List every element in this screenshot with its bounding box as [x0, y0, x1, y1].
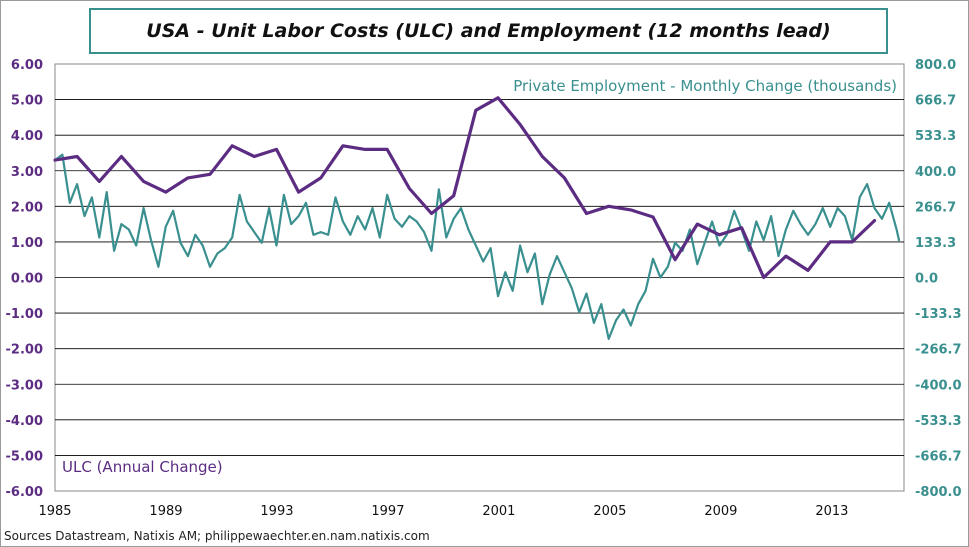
left-tick-label: 6.00: [11, 58, 43, 73]
right-tick-label: 133.3: [915, 236, 956, 251]
x-tick-label: 1989: [149, 504, 182, 519]
left-tick-label: -6.00: [6, 485, 43, 500]
gridlines: [55, 99, 904, 456]
left-tick-label: 0.00: [11, 272, 43, 287]
series-line-ulc: [53, 96, 877, 280]
left-tick-label: 1.00: [11, 236, 43, 251]
x-tick-label: 1993: [260, 504, 293, 519]
right-tick-label: -666.7: [915, 449, 962, 464]
right-tick-label: 800.0: [915, 58, 956, 73]
source-note: Sources Datastream, Natixis AM; philippe…: [4, 529, 430, 543]
legend-employment: Private Employment - Monthly Change (tho…: [513, 77, 897, 95]
chart-title: USA - Unit Labor Costs (ULC) and Employm…: [89, 8, 888, 54]
left-tick-label: -1.00: [6, 307, 43, 322]
right-tick-label: -266.7: [915, 343, 962, 358]
x-tick-label: 2009: [704, 504, 737, 519]
series-group: [53, 96, 901, 340]
left-tick-label: 5.00: [11, 94, 43, 109]
x-tick-label: 2001: [482, 504, 515, 519]
right-tick-label: -800.0: [915, 485, 962, 500]
left-tick-label: -5.00: [6, 449, 43, 464]
right-tick-label: -533.3: [915, 414, 962, 429]
x-tick-label: 1997: [371, 504, 404, 519]
left-tick-label: -3.00: [6, 378, 43, 393]
left-axis: 6.00 5.00 4.00 3.00 2.00 1.00 0.00 -1.00 -2.00 -3…: [6, 58, 43, 500]
series-line-employment: [53, 153, 901, 340]
right-axis: 800.0 666.7 533.3 400.0 266.7 133.3 0.0 -133.3 -…: [915, 58, 962, 500]
x-axis: 1985 1989 1993 1997 2001 2005 2009 2013: [38, 504, 848, 519]
legend-ulc: ULC (Annual Change): [62, 458, 223, 476]
right-tick-label: 533.3: [915, 129, 956, 144]
right-tick-label: -133.3: [915, 307, 962, 322]
right-tick-label: 266.7: [915, 200, 956, 215]
left-tick-label: -4.00: [6, 414, 43, 429]
right-tick-label: 0.0: [915, 272, 938, 287]
right-tick-label: -400.0: [915, 378, 962, 393]
x-tick-label: 1985: [38, 504, 71, 519]
right-tick-label: 666.7: [915, 94, 956, 109]
right-tick-label: 400.0: [915, 165, 956, 180]
x-tick-label: 2013: [815, 504, 848, 519]
x-tick-label: 2005: [593, 504, 626, 519]
left-tick-label: 2.00: [11, 200, 43, 215]
left-tick-label: 3.00: [11, 165, 43, 180]
left-tick-label: -2.00: [6, 343, 43, 358]
left-tick-label: 4.00: [11, 129, 43, 144]
